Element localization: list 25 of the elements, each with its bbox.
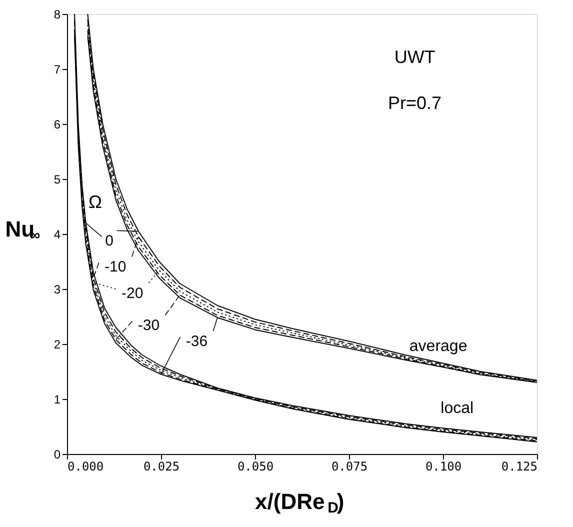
legend-label: -36 [186, 332, 208, 350]
legend-label: -10 [104, 258, 126, 276]
y-tick-label: 5 [54, 172, 61, 186]
x-tick-label: 0.100 [425, 460, 462, 474]
y-tick-label: 7 [54, 62, 61, 76]
y-tick-label: 4 [54, 228, 61, 242]
x-tick-label: 0.075 [331, 460, 368, 474]
y-tick-label: 0 [54, 448, 61, 462]
x-tick-label: 0.125 [501, 460, 538, 474]
y-tick-label: 1 [54, 392, 61, 406]
legend-label: -30 [138, 317, 160, 334]
annotation: Ω [88, 192, 102, 212]
y-tick-label: 8 [54, 8, 61, 22]
legend-label: 0 [105, 232, 114, 250]
legend-label: -20 [121, 285, 144, 302]
y-tick-label: 2 [54, 338, 61, 352]
annotation: Pr=0.7 [388, 93, 442, 114]
y-tick-label: 3 [54, 282, 61, 296]
y-tick-label: 6 [54, 118, 61, 132]
annotation: average [409, 338, 468, 356]
x-tick-label: 0.000 [68, 460, 104, 474]
x-tick-label: 0.050 [237, 460, 274, 474]
x-tick-label: 0.025 [143, 460, 180, 474]
annotation: UWT [394, 47, 436, 67]
annotation: local [440, 400, 474, 417]
